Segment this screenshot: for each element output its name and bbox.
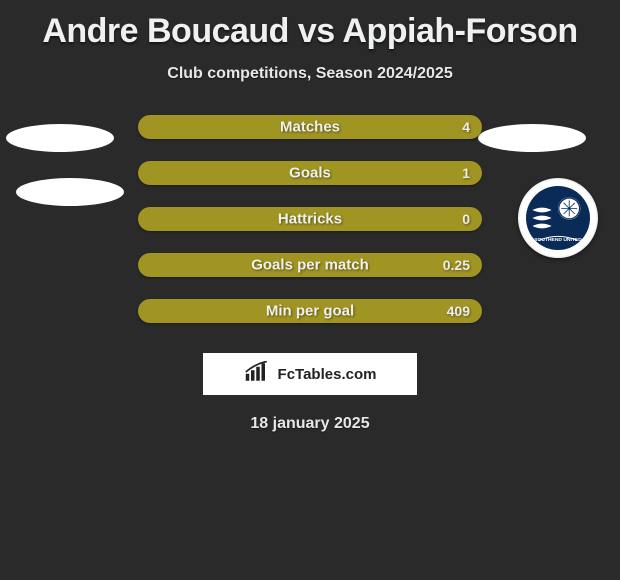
stat-right: 4 <box>462 119 470 135</box>
stat-right: 409 <box>447 303 470 319</box>
stat-right: 1 <box>462 165 470 181</box>
stat-label: Goals per match <box>251 257 369 274</box>
stat-label: Matches <box>280 119 340 136</box>
stat-label: Min per goal <box>266 303 354 320</box>
stat-row: Hattricks 0 <box>138 207 482 231</box>
chart-icon <box>244 361 272 388</box>
stat-right: 0 <box>462 211 470 227</box>
page-title: Andre Boucaud vs Appiah-Forson <box>0 0 620 51</box>
svg-text:SOUTHEND UNITED: SOUTHEND UNITED <box>534 237 582 243</box>
page-subtitle: Club competitions, Season 2024/2025 <box>0 65 620 83</box>
player-left-badge-1 <box>6 124 114 152</box>
stat-row: Goals 1 <box>138 161 482 185</box>
stat-label: Goals <box>289 165 331 182</box>
stat-right: 0.25 <box>443 257 470 273</box>
player-left-badge-2 <box>16 178 124 206</box>
brand-text: FcTables.com <box>278 366 377 383</box>
stat-row: Goals per match 0.25 <box>138 253 482 277</box>
snapshot-date: 18 january 2025 <box>0 415 620 433</box>
club-crest: SOUTHEND UNITED <box>518 178 598 258</box>
stat-label: Hattricks <box>278 211 342 228</box>
stat-row: Matches 4 <box>138 115 482 139</box>
player-right-badge-1 <box>478 124 586 152</box>
comparison-card: Andre Boucaud vs Appiah-Forson Club comp… <box>0 0 620 580</box>
stat-row: Min per goal 409 <box>138 299 482 323</box>
brand-box[interactable]: FcTables.com <box>203 353 417 395</box>
